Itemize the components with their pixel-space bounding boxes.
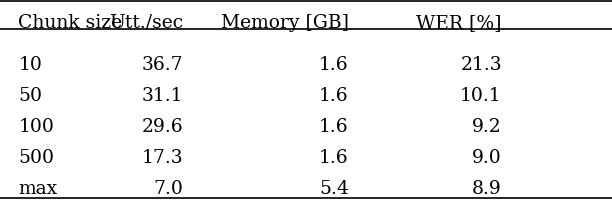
- Text: 1.6: 1.6: [319, 87, 349, 105]
- Text: Memory [GB]: Memory [GB]: [221, 14, 349, 32]
- Text: 7.0: 7.0: [154, 180, 184, 198]
- Text: 50: 50: [18, 87, 42, 105]
- Text: Chunk size: Chunk size: [18, 14, 122, 32]
- Text: max: max: [18, 180, 58, 198]
- Text: 10: 10: [18, 56, 42, 74]
- Text: WER [%]: WER [%]: [416, 14, 502, 32]
- Text: 17.3: 17.3: [142, 149, 184, 167]
- Text: 1.6: 1.6: [319, 56, 349, 74]
- Text: 21.3: 21.3: [460, 56, 502, 74]
- Text: 10.1: 10.1: [460, 87, 502, 105]
- Text: 9.0: 9.0: [472, 149, 502, 167]
- Text: Utt./sec: Utt./sec: [110, 14, 184, 32]
- Text: 100: 100: [18, 118, 54, 136]
- Text: 500: 500: [18, 149, 54, 167]
- Text: 31.1: 31.1: [142, 87, 184, 105]
- Text: 8.9: 8.9: [472, 180, 502, 198]
- Text: 9.2: 9.2: [472, 118, 502, 136]
- Text: 36.7: 36.7: [142, 56, 184, 74]
- Text: 5.4: 5.4: [319, 180, 349, 198]
- Text: 1.6: 1.6: [319, 149, 349, 167]
- Text: 1.6: 1.6: [319, 118, 349, 136]
- Text: 29.6: 29.6: [142, 118, 184, 136]
